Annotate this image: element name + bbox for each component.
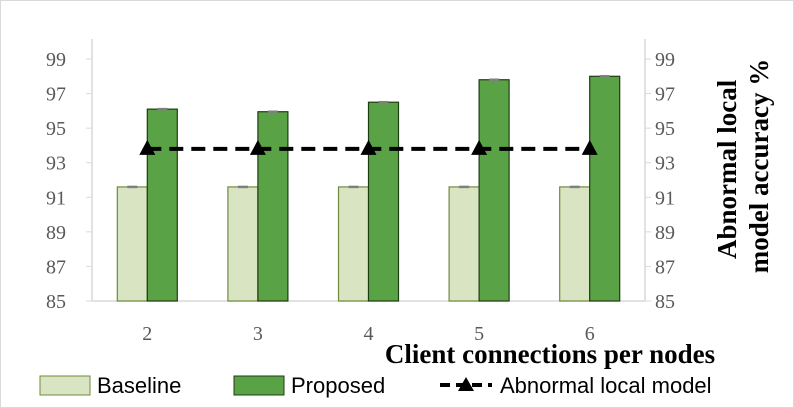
bar-proposed — [478, 79, 510, 302]
legend-label-baseline: Baseline — [97, 373, 181, 398]
bar-baseline — [559, 186, 591, 302]
bar-baseline — [448, 186, 480, 302]
y-tick-label-left: 93 — [46, 153, 66, 175]
legend-swatch-baseline — [39, 375, 91, 396]
x-axis-title: Client connections per nodes — [385, 339, 715, 369]
y-tick-label-left: 99 — [46, 49, 66, 71]
y-tick-label-left: 85 — [46, 291, 66, 313]
y-tick-label-left: 95 — [46, 118, 66, 140]
y-axis-title-right: Abnormal local model accuracy % — [712, 59, 774, 273]
y-tick-label-right: 89 — [655, 222, 675, 244]
legend-swatch-proposed — [233, 375, 285, 396]
abnormal-local-model-marker — [581, 139, 598, 155]
bar-proposed — [367, 101, 400, 302]
bar-baseline — [227, 186, 259, 302]
y-tick-label-left: 89 — [46, 222, 66, 244]
y-axis-title-right-group: Abnormal local model accuracy % — [712, 59, 774, 273]
y-axis-title-line-1: Abnormal local — [712, 79, 742, 259]
bar-baseline — [116, 186, 148, 302]
abnormal-local-model-marker — [139, 139, 156, 155]
x-tick-label: 2 — [142, 323, 152, 345]
legend-label-proposed: Proposed — [291, 373, 385, 398]
bar-proposed — [589, 75, 621, 302]
abnormal-local-model-marker — [471, 139, 488, 155]
abnormal-local-model-marker — [249, 139, 266, 155]
x-tick-label: 5 — [474, 323, 484, 345]
bar-baseline — [337, 186, 370, 302]
y-axis-title-line-2: model accuracy % — [744, 59, 774, 273]
abnormal-local-model-marker — [360, 139, 377, 155]
x-tick-label: 3 — [253, 323, 263, 345]
y-tick-label-right: 91 — [655, 187, 675, 209]
bar-proposed — [257, 111, 289, 302]
legend-swatch-abnormal-marker — [458, 377, 474, 391]
y-tick-label-right: 95 — [655, 118, 675, 140]
line-series — [139, 139, 598, 155]
y-tick-label-right: 87 — [655, 256, 675, 278]
bar-proposed — [146, 108, 178, 302]
y-tick-label-left: 97 — [46, 84, 66, 106]
y-tick-label-right: 99 — [655, 49, 675, 71]
y-tick-label-right: 85 — [655, 291, 675, 313]
y-tick-label-left: 87 — [46, 256, 66, 278]
x-tick-label: 6 — [585, 323, 595, 345]
legend-label-abnormal: Abnormal local model — [500, 373, 712, 398]
y-tick-label-left: 91 — [46, 187, 66, 209]
x-tick-label: 4 — [364, 323, 374, 345]
legend: Baseline Proposed Abnormal local model — [39, 373, 712, 398]
y-tick-label-right: 97 — [655, 84, 675, 106]
tick-labels: 85 85 87 87 89 89 91 91 93 93 95 95 97 97 99 99 2 3 4 5 6 — [46, 49, 675, 345]
y-tick-label-right: 93 — [655, 153, 675, 175]
bars — [116, 75, 621, 302]
